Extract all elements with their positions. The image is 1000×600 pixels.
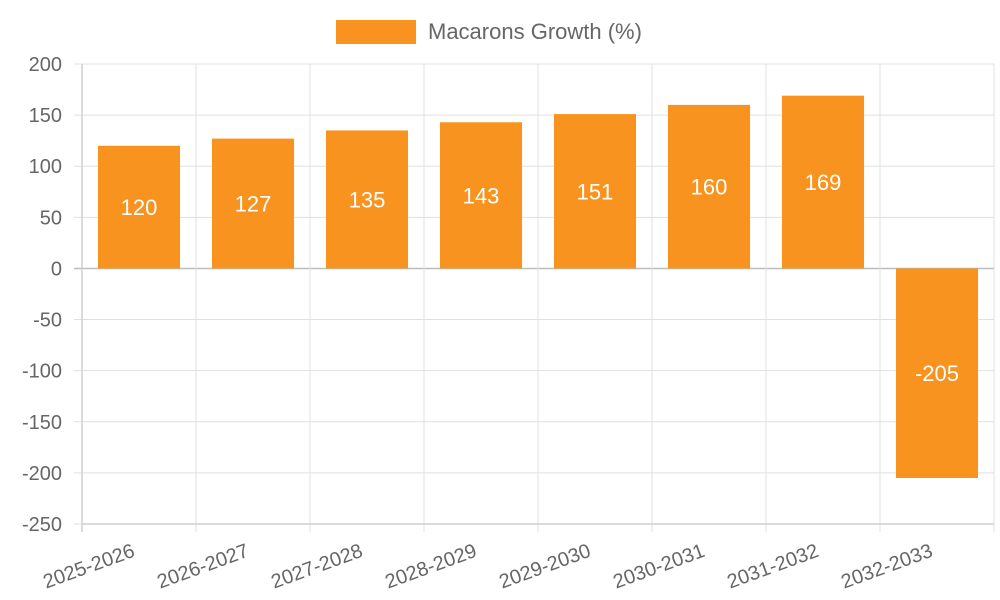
bar-2032-2033[interactable] bbox=[895, 268, 979, 478]
data-label: 120 bbox=[121, 195, 158, 220]
y-tick-label: 0 bbox=[51, 258, 62, 280]
x-tick-label: 2030-2031 bbox=[610, 540, 707, 593]
data-labels: 120 127 135 143 151 160 169 -205 bbox=[121, 170, 959, 386]
bar-2026-2027[interactable] bbox=[211, 138, 295, 269]
x-tick-label: 2027-2028 bbox=[268, 540, 365, 593]
bar-2031-2032[interactable] bbox=[781, 95, 865, 269]
y-tick-label: 200 bbox=[29, 54, 62, 76]
y-tick-label: -50 bbox=[33, 310, 62, 332]
data-label: 160 bbox=[691, 175, 728, 200]
x-tick-label: 2032-2033 bbox=[838, 540, 935, 593]
data-label: 127 bbox=[235, 192, 272, 217]
y-tick-label: -100 bbox=[22, 361, 62, 383]
x-tick-label: 2026-2027 bbox=[154, 540, 251, 593]
data-label: 169 bbox=[805, 170, 842, 195]
bar-2030-2031[interactable] bbox=[667, 104, 751, 269]
x-tick-label: 2031-2032 bbox=[724, 540, 821, 593]
legend-swatch[interactable] bbox=[336, 20, 416, 44]
y-tick-label: 100 bbox=[29, 156, 62, 178]
x-tick-label: 2028-2029 bbox=[382, 540, 479, 593]
x-tick-label: 2025-2026 bbox=[40, 540, 137, 593]
x-axis: 2025-2026 2026-2027 2027-2028 2028-2029 2029… bbox=[40, 540, 935, 593]
x-tick-label: 2029-2030 bbox=[496, 540, 593, 593]
legend-label[interactable]: Macarons Growth (%) bbox=[428, 19, 642, 44]
bar-2025-2026[interactable] bbox=[97, 145, 181, 269]
y-tick-label: -200 bbox=[22, 463, 62, 485]
data-label: 151 bbox=[577, 179, 614, 204]
data-label: 143 bbox=[463, 183, 500, 208]
y-tick-label: 50 bbox=[40, 207, 62, 229]
y-tick-label: -250 bbox=[22, 514, 62, 536]
bar-2029-2030[interactable] bbox=[553, 114, 637, 269]
legend[interactable]: Macarons Growth (%) bbox=[336, 19, 642, 44]
y-tick-label: -150 bbox=[22, 412, 62, 434]
gridlines bbox=[74, 63, 995, 532]
data-label: -205 bbox=[915, 361, 959, 386]
y-axis: 200 150 100 50 0 -50 -100 -150 -200 -250 bbox=[22, 54, 62, 536]
bar-2028-2029[interactable] bbox=[439, 122, 523, 269]
bar-2027-2028[interactable] bbox=[325, 130, 409, 269]
data-label: 135 bbox=[349, 187, 386, 212]
bars bbox=[97, 95, 979, 478]
y-tick-label: 150 bbox=[29, 105, 62, 127]
